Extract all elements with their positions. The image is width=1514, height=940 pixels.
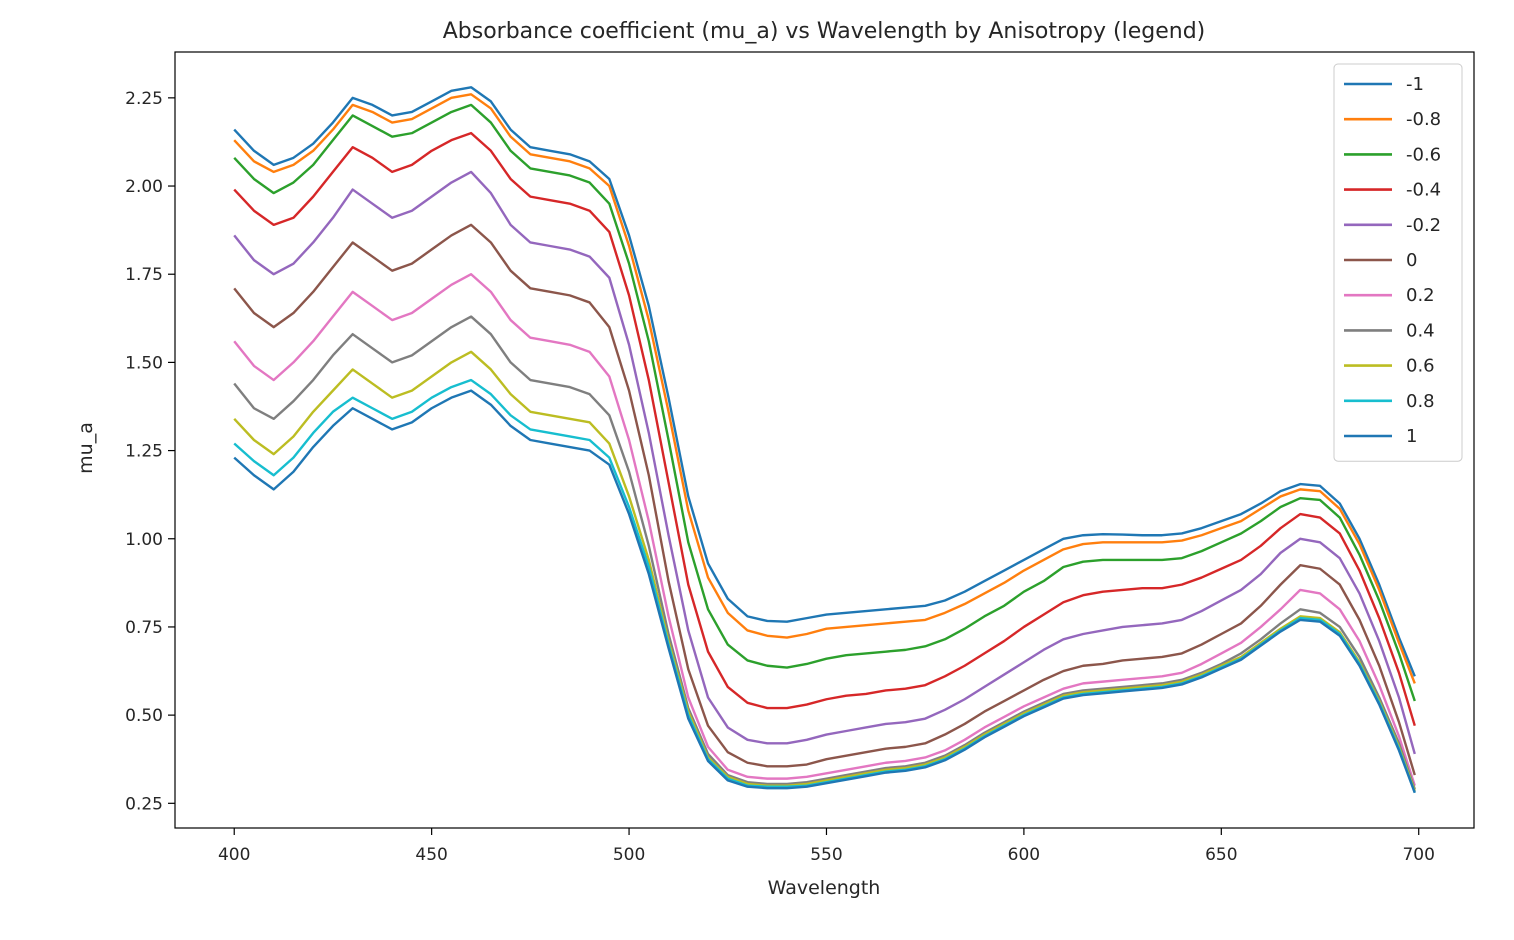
y-tick-label: 1.00	[125, 530, 163, 550]
y-axis-label: mu_a	[75, 422, 97, 474]
x-tick-label: 400	[218, 845, 250, 865]
legend-label: -0.2	[1406, 215, 1441, 236]
series-line-7	[233, 315, 1416, 790]
series-lines	[233, 86, 1416, 794]
y-tick-label: 2.00	[125, 177, 163, 197]
x-axis-label: Wavelength	[768, 877, 881, 899]
series-line-10	[233, 389, 1416, 794]
legend-label: -0.6	[1406, 144, 1441, 165]
legend-label: 0.4	[1406, 320, 1435, 341]
series-line-8	[233, 350, 1416, 792]
legend-label: 0	[1406, 250, 1417, 271]
y-tick-label: 2.25	[125, 89, 163, 109]
x-tick-label: 550	[810, 845, 842, 865]
y-tick-label: 1.25	[125, 442, 163, 462]
y-tick-label: 0.50	[125, 706, 163, 726]
legend-label: 0.2	[1406, 285, 1435, 306]
series-line-0	[233, 86, 1416, 677]
legend-box	[1333, 63, 1463, 462]
legend-label: 0.6	[1406, 356, 1435, 377]
legend-label: -0.8	[1406, 109, 1441, 130]
legend-label: 0.8	[1406, 391, 1435, 412]
y-tick-label: 0.25	[125, 794, 163, 814]
axes-frame	[174, 51, 1475, 829]
series-line-3	[233, 131, 1416, 727]
series-line-4	[233, 170, 1416, 755]
legend-label: -1	[1406, 74, 1424, 95]
series-line-1	[233, 93, 1416, 684]
x-tick-label: 500	[613, 845, 645, 865]
x-tick-label: 650	[1205, 845, 1237, 865]
series-line-9	[233, 378, 1416, 794]
y-tick-label: 0.75	[125, 618, 163, 638]
x-tick-label: 700	[1402, 845, 1434, 865]
x-tick-label: 450	[415, 845, 447, 865]
y-axis: 0.25 0.50 0.75 1.00 1.25 1.50 1.75 2.00 2.25	[125, 89, 175, 814]
series-line-5	[233, 223, 1416, 776]
legend-label: -0.4	[1406, 180, 1441, 201]
x-axis: 400 450 500 550 600 650 700	[218, 828, 1435, 865]
y-tick-label: 1.50	[125, 353, 163, 373]
series-line-2	[233, 103, 1416, 702]
legend: -1 -0.8 -0.6 -0.4 -0.2 0 0.2 0.4 0.6 0.8 1	[1333, 63, 1463, 462]
x-tick-label: 600	[1008, 845, 1040, 865]
y-tick-label: 1.75	[125, 265, 163, 285]
legend-label: 1	[1406, 426, 1417, 447]
chart-title: Absorbance coefficient (mu_a) vs Wavelen…	[443, 19, 1206, 44]
series-line-6	[233, 273, 1416, 787]
